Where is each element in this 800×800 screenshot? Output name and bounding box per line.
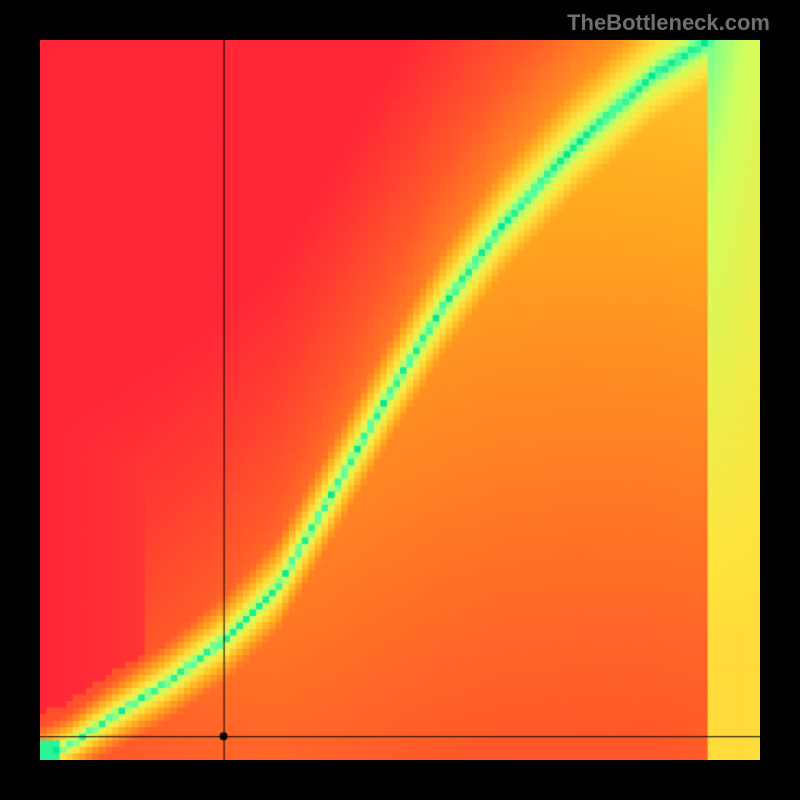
watermark-label: TheBottleneck.com — [567, 10, 770, 36]
heatmap-canvas — [40, 40, 760, 760]
heatmap-plot-area — [40, 40, 760, 760]
